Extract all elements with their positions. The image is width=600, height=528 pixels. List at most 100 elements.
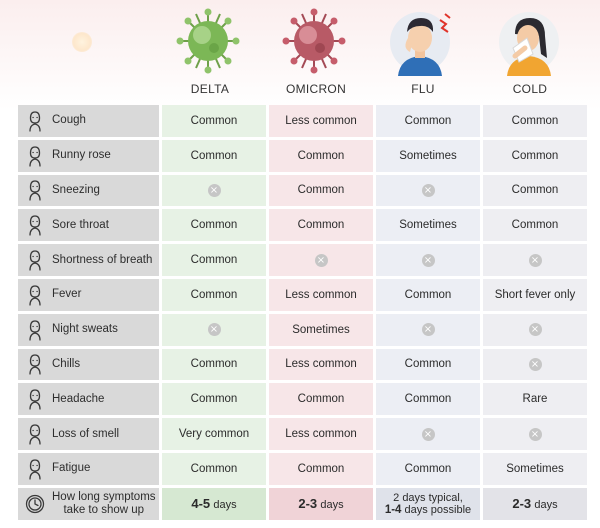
frequency-value: Sometimes (292, 323, 350, 336)
night-sweats-icon (18, 316, 52, 344)
omicron-cell: Less common (269, 278, 376, 311)
flu-cell: Common (376, 105, 483, 137)
flu-cell: Common (376, 452, 483, 485)
frequency-value: Common (297, 462, 345, 475)
table-row: Sore throat Common Common Sometimes Common (18, 209, 587, 242)
not-present-icon: × (528, 253, 542, 267)
omicron-cell: Sometimes (269, 313, 376, 346)
symptom-name: Fever (52, 288, 82, 301)
chills-icon (18, 350, 52, 378)
frequency-value: Less common (285, 358, 357, 371)
fatigue-icon (18, 455, 52, 483)
flu-cell: × (376, 313, 483, 346)
frequency-value: Common (190, 149, 238, 162)
frequency-value: Common (190, 288, 238, 301)
cold-cell: × (483, 313, 587, 346)
symptom-label-cell: Cough (18, 105, 162, 137)
frequency-value: Sometimes (399, 219, 457, 232)
delta-cell: Very common (162, 418, 269, 450)
not-present-icon: × (421, 323, 435, 337)
table-row: Cough Common Less common Common Common (18, 105, 587, 137)
omicron-cell: Common (269, 452, 376, 485)
sun-decoration (72, 32, 92, 52)
cold-cell: Common (483, 139, 587, 172)
delta-cell: Common (162, 278, 269, 311)
symptom-name: Night sweats (52, 323, 118, 336)
delta-onset-cell: 4-5 days (162, 487, 269, 520)
not-present-icon: × (421, 183, 435, 197)
table-row: Runny rose Common Common Sometimes Common (18, 139, 587, 172)
frequency-value: Common (190, 114, 238, 127)
shortness-of-breath-icon (18, 246, 52, 274)
table-row: Loss of smell Very common Less common × × (18, 418, 587, 450)
symptom-label-cell: Fever (18, 278, 162, 311)
table-row: Sneezing × Common × Common (18, 174, 587, 207)
loss-of-smell-icon (18, 420, 52, 448)
sore-throat-icon (18, 211, 52, 239)
delta-virus-icon (176, 8, 240, 74)
cold-cell: Common (483, 105, 587, 137)
delta-cell: Common (162, 244, 269, 276)
omicron-cell: Common (269, 139, 376, 172)
headache-icon (18, 385, 52, 413)
not-present-icon: × (314, 253, 328, 267)
column-header-delta: DELTA (190, 82, 230, 96)
delta-cell: Common (162, 348, 269, 381)
omicron-virus-icon (282, 8, 346, 74)
table-row: Fever Common Less common Common Short fever … (18, 278, 587, 311)
frequency-value: Short fever only (494, 288, 576, 301)
frequency-value: Sometimes (399, 149, 457, 162)
frequency-value: Common (297, 393, 345, 406)
table-row-onset: How long symptoms take to show up 4-5 days… (18, 487, 587, 520)
not-present-icon: × (421, 253, 435, 267)
symptom-label-cell: Fatigue (18, 452, 162, 485)
frequency-value: Common (190, 254, 238, 267)
frequency-value: Common (404, 288, 452, 301)
flu-cell: × (376, 244, 483, 276)
frequency-value: Common (190, 358, 238, 371)
omicron-cell: Common (269, 174, 376, 207)
onset-label: How long symptoms take to show up (52, 490, 156, 516)
flu-cell: Sometimes (376, 139, 483, 172)
omicron-cell: Less common (269, 105, 376, 137)
cold-cell: × (483, 244, 587, 276)
cold-cell: Short fever only (483, 278, 587, 311)
flu-cell: × (376, 174, 483, 207)
delta-cell: Common (162, 209, 269, 242)
cold-cell: Common (483, 209, 587, 242)
cough-icon (18, 107, 52, 135)
flu-cell: Common (376, 348, 483, 381)
symptom-name: Shortness of breath (52, 253, 153, 266)
frequency-value: Very common (178, 428, 250, 441)
cold-onset-cell: 2-3 days (483, 487, 587, 520)
cold-cell: Sometimes (483, 452, 587, 485)
delta-cell: Common (162, 383, 269, 416)
flu-cell: Sometimes (376, 209, 483, 242)
onset-label-cell: How long symptoms take to show up (18, 487, 162, 520)
flu-cell: × (376, 418, 483, 450)
omicron-cell: Less common (269, 348, 376, 381)
table-row: Headache Common Common Common Rare (18, 383, 587, 416)
delta-cell: Common (162, 105, 269, 137)
symptom-comparison-table: Cough Common Less common Common Common Runny … (18, 102, 587, 523)
table-row: Shortness of breath Common × × × (18, 244, 587, 276)
delta-cell: Common (162, 452, 269, 485)
cold-cell: × (483, 418, 587, 450)
frequency-value: Common (190, 219, 238, 232)
flu-cell: Common (376, 383, 483, 416)
not-present-icon: × (528, 357, 542, 371)
table-row: Night sweats × Sometimes × × (18, 313, 587, 346)
cold-cell: × (483, 348, 587, 381)
symptom-label-cell: Headache (18, 383, 162, 416)
symptom-label-cell: Runny rose (18, 139, 162, 172)
not-present-icon: × (421, 427, 435, 441)
omicron-cell: Common (269, 383, 376, 416)
symptom-name: Chills (52, 357, 81, 370)
column-header-omicron: OMICRON (285, 82, 347, 96)
delta-cell: Common (162, 139, 269, 172)
frequency-value: Rare (522, 393, 548, 406)
fever-icon (18, 281, 52, 309)
symptom-label-cell: Sneezing (18, 174, 162, 207)
frequency-value: Common (511, 219, 559, 232)
symptom-name: Runny rose (52, 149, 111, 162)
